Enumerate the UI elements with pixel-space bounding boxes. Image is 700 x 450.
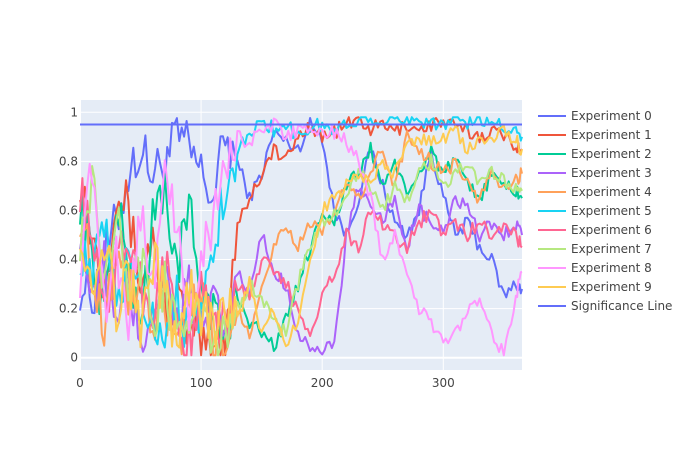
legend-item[interactable]: Experiment 7	[538, 242, 652, 256]
legend-item[interactable]: Experiment 8	[538, 261, 652, 275]
legend-label: Experiment 3	[571, 166, 652, 180]
legend-label: Experiment 8	[571, 261, 652, 275]
series-line-experiment-9	[79, 124, 523, 349]
series-line-experiment-7	[79, 153, 523, 357]
legend-label: Experiment 2	[571, 147, 652, 161]
x-tick-label: 100	[190, 376, 213, 390]
legend-label: Experiment 6	[571, 223, 652, 237]
legend-label: Experiment 0	[571, 109, 652, 123]
legend-label: Experiment 1	[571, 128, 652, 142]
y-tick-label: 0.8	[59, 154, 78, 168]
y-tick-label: 0	[70, 351, 78, 365]
legend-item[interactable]: Significance Line	[538, 299, 672, 313]
legend[interactable]: Experiment 0 Experiment 1 Experiment 2 Expe…	[538, 109, 672, 313]
y-tick-label: 0.6	[59, 203, 78, 217]
legend-item[interactable]: Experiment 4	[538, 185, 652, 199]
y-tick-label: 0.4	[59, 253, 78, 267]
axis-tick-labels: 0 100 200 300 0 0.2 0.4 0.6 0.8 1	[59, 105, 455, 390]
legend-label: Significance Line	[571, 299, 672, 313]
series-line-experiment-6	[79, 177, 523, 357]
legend-item[interactable]: Experiment 9	[538, 280, 652, 294]
legend-item[interactable]: Experiment 1	[538, 128, 652, 142]
y-tick-label: 0.2	[59, 302, 78, 316]
legend-item[interactable]: Experiment 5	[538, 204, 652, 218]
y-tick-label: 1	[70, 105, 78, 119]
legend-item[interactable]: Experiment 3	[538, 166, 652, 180]
legend-item[interactable]: Experiment 0	[538, 109, 652, 123]
legend-item[interactable]: Experiment 2	[538, 147, 652, 161]
x-tick-label: 300	[432, 376, 455, 390]
legend-label: Experiment 7	[571, 242, 652, 256]
series-line-experiment-0	[79, 117, 523, 315]
series-lines	[79, 116, 523, 357]
x-tick-label: 0	[76, 376, 84, 390]
series-line-experiment-8	[79, 117, 523, 357]
legend-label: Experiment 5	[571, 204, 652, 218]
legend-item[interactable]: Experiment 6	[538, 223, 652, 237]
legend-label: Experiment 4	[571, 185, 652, 199]
x-tick-label: 200	[311, 376, 334, 390]
legend-label: Experiment 9	[571, 280, 652, 294]
